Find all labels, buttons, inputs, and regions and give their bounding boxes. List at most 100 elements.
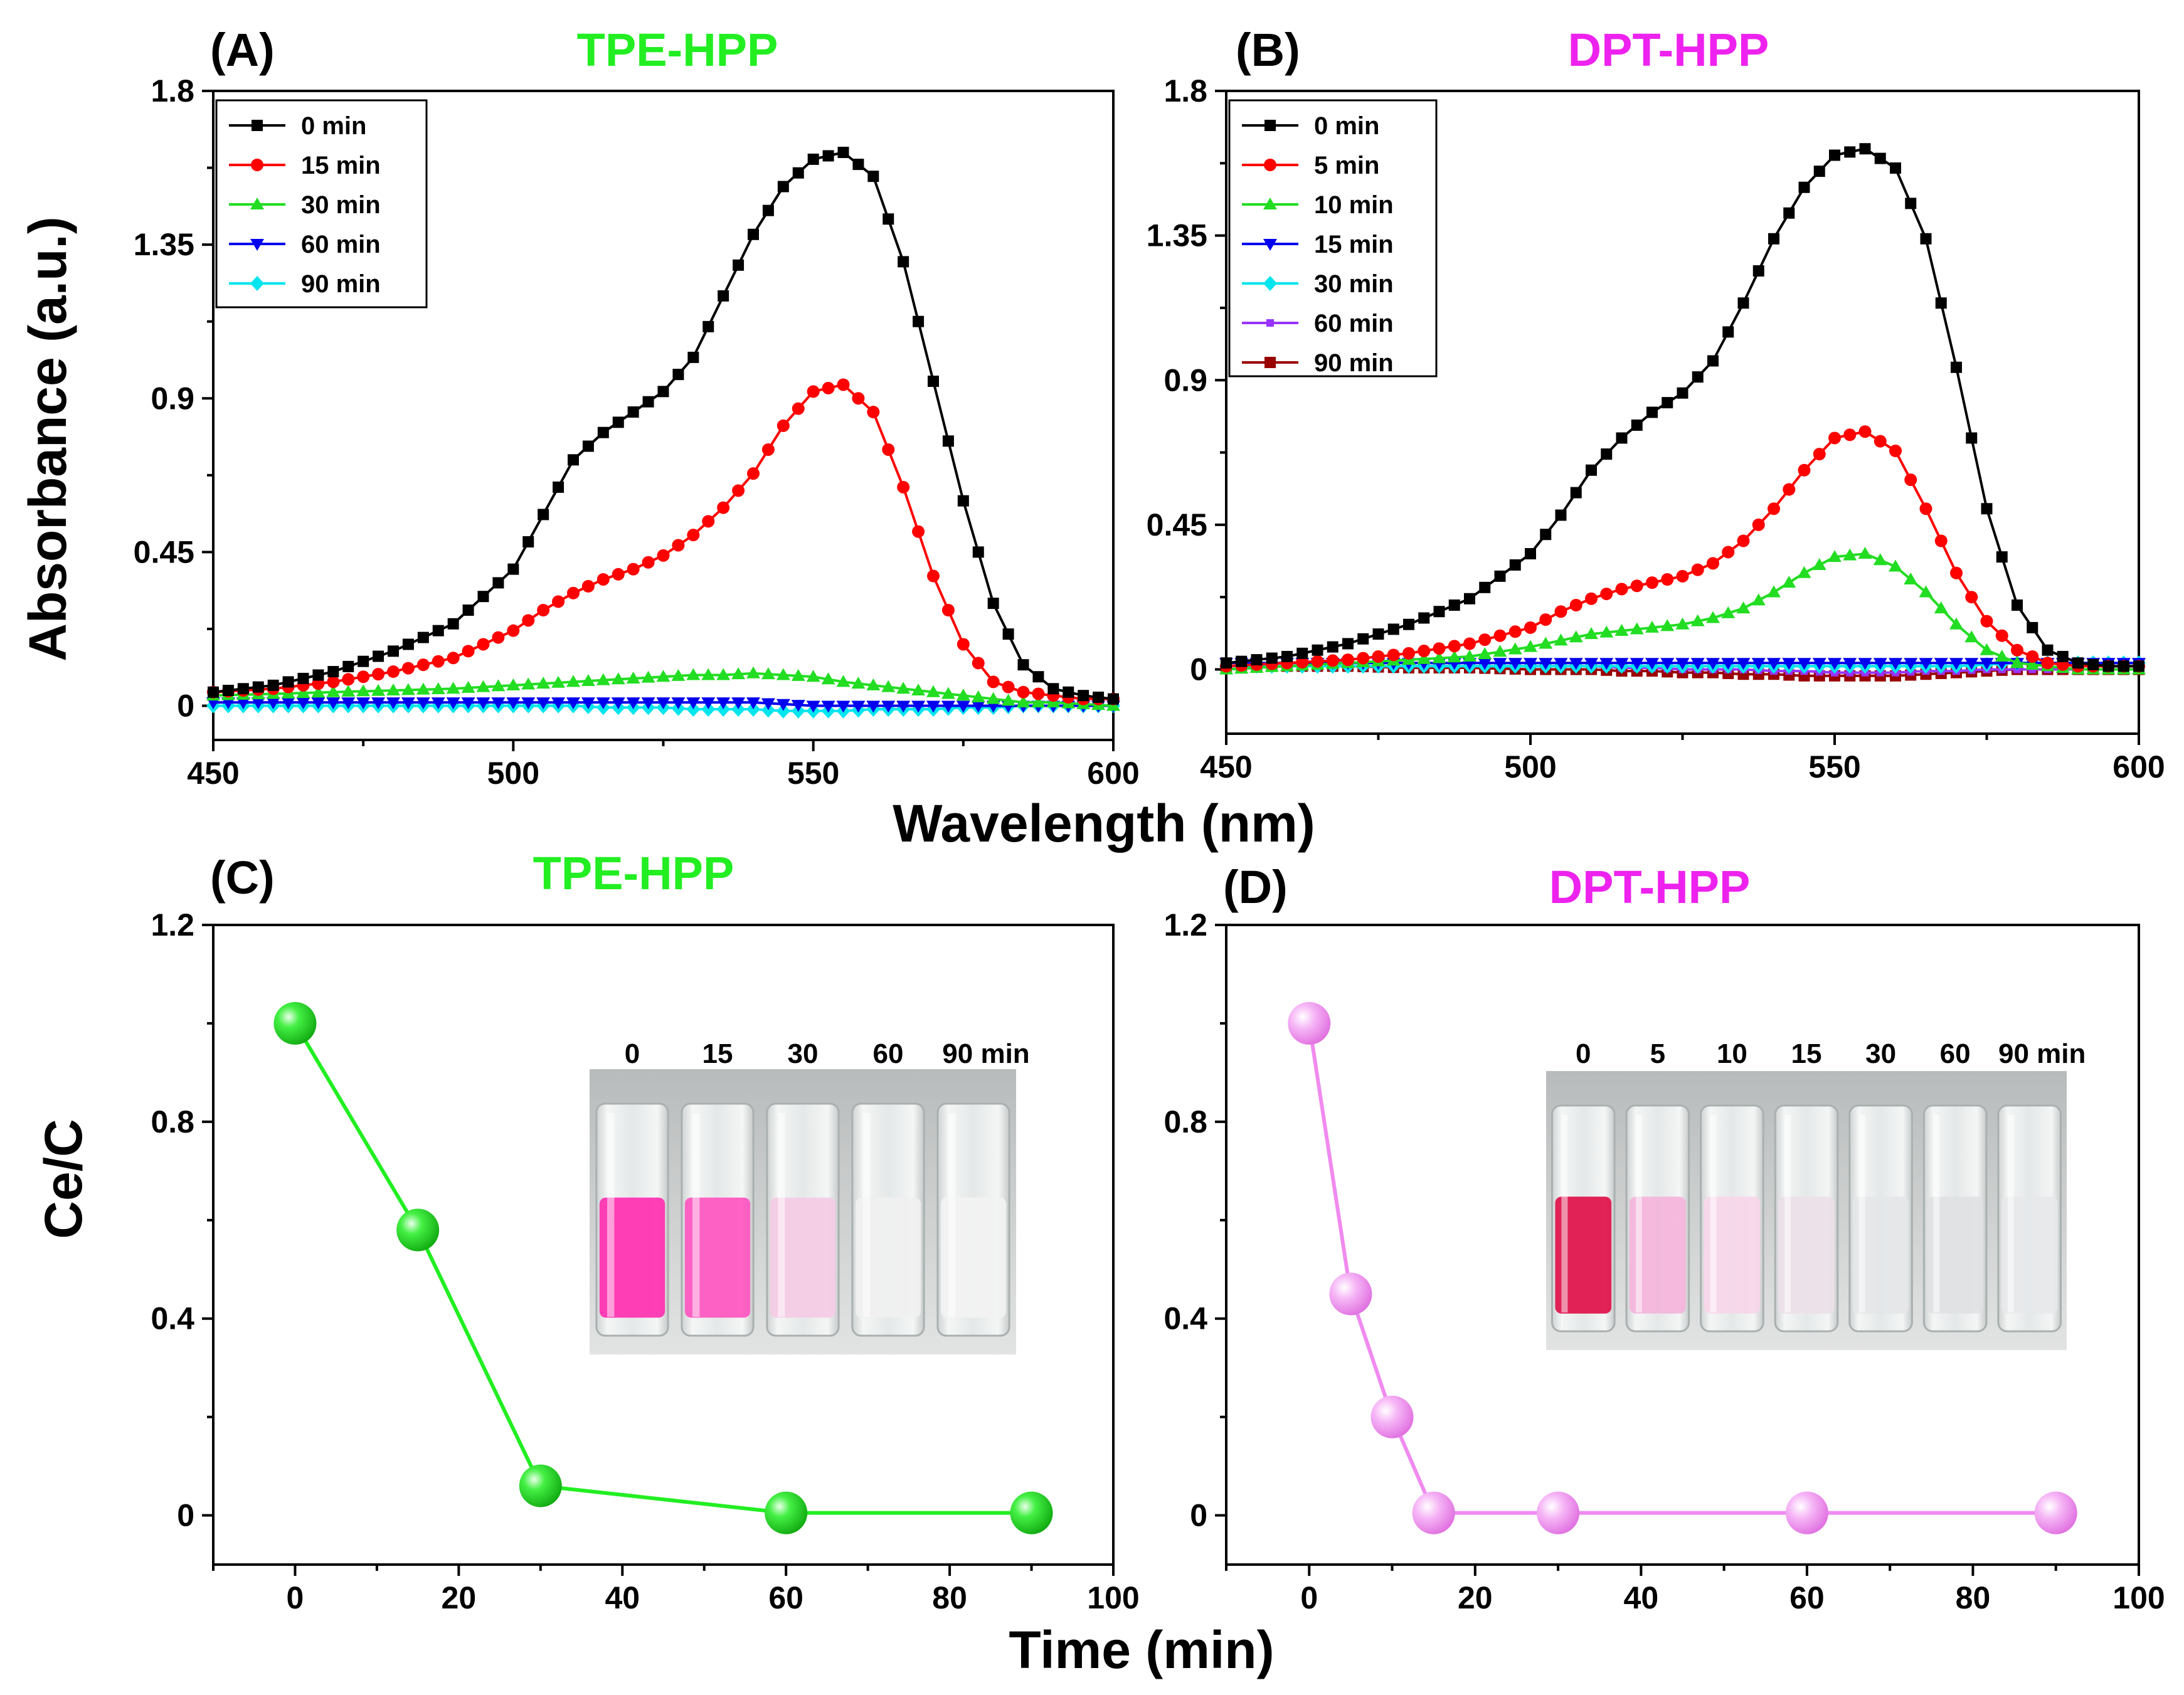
data-point — [1493, 658, 1507, 670]
data-point — [568, 454, 579, 466]
data-point — [987, 598, 999, 610]
data-point — [476, 680, 490, 692]
data-point — [1601, 448, 1613, 460]
data-point — [1645, 620, 1659, 633]
data-point — [1828, 431, 1841, 445]
data-point — [1266, 652, 1278, 664]
data-point — [1525, 548, 1536, 559]
x-tick-label: 500 — [1504, 749, 1556, 784]
data-point — [748, 228, 759, 240]
series-30-min — [206, 666, 1120, 711]
data-point — [1752, 265, 1764, 277]
data-point — [222, 685, 234, 697]
data-point — [342, 660, 354, 672]
vial-highlight — [1561, 1115, 1568, 1312]
legend: 0 min 5 min 10 min 15 min 30 min 60 min 90 min — [1228, 99, 1438, 378]
data-point — [1251, 654, 1263, 666]
data-point — [266, 697, 280, 710]
data-point — [401, 662, 415, 675]
data-point — [341, 697, 356, 710]
legend-entry: 15 min — [229, 152, 381, 179]
x-tick-label: 40 — [605, 1580, 640, 1615]
data-point — [1569, 599, 1582, 611]
y-tick-label: 1.35 — [134, 227, 194, 262]
data-point — [431, 682, 445, 694]
data-point — [1402, 647, 1415, 660]
data-point — [1767, 585, 1781, 598]
vial-liquid — [1704, 1196, 1761, 1314]
data-point — [1751, 593, 1766, 606]
data-point — [1569, 658, 1583, 670]
data-point — [388, 645, 399, 657]
legend-entry: 5 min — [1242, 152, 1379, 179]
data-point — [1721, 606, 1736, 618]
y-tick-label: 0 — [177, 1498, 194, 1533]
data-point — [327, 666, 339, 678]
data-point — [1433, 606, 1445, 618]
panel-tag-c: (C) — [210, 852, 275, 904]
data-point — [521, 677, 536, 690]
y-tick-label: 1.35 — [1147, 218, 1207, 253]
data-point — [476, 697, 490, 710]
data-point — [356, 684, 371, 697]
data-point — [1752, 518, 1765, 531]
legend-marker — [1263, 239, 1277, 251]
data-point — [1646, 576, 1658, 589]
data-point — [401, 697, 415, 710]
data-point — [1950, 566, 1963, 579]
data-point — [1493, 645, 1507, 657]
data-point — [1980, 643, 1994, 655]
data-point — [1859, 143, 1871, 155]
data-point — [1063, 686, 1074, 698]
legend-marker — [1263, 198, 1277, 209]
data-point — [1934, 601, 1948, 614]
data-point — [446, 697, 460, 710]
data-point — [1614, 658, 1629, 670]
data-point — [765, 1491, 808, 1534]
data-point — [641, 697, 655, 710]
vial-highlight — [1858, 1115, 1865, 1312]
data-point — [1412, 1491, 1455, 1534]
data-point — [807, 385, 820, 398]
data-point — [596, 697, 610, 710]
x-tick-label: 500 — [487, 756, 539, 791]
data-point — [1737, 534, 1750, 547]
data-point — [1357, 652, 1370, 665]
inset-label: 60 — [873, 1038, 904, 1069]
data-point — [866, 700, 881, 713]
data-point — [1447, 650, 1461, 663]
x-tick-label: 450 — [187, 756, 239, 791]
data-point — [1372, 628, 1384, 640]
x-tick-label: 80 — [932, 1580, 967, 1615]
data-point — [627, 406, 639, 418]
data-point — [1721, 658, 1736, 670]
data-point — [1919, 502, 1932, 515]
data-point — [761, 667, 775, 680]
legend-entry: 10 min — [1242, 191, 1394, 219]
legend-entry: 90 min — [229, 270, 381, 298]
data-point — [731, 667, 746, 680]
data-point — [1783, 207, 1795, 219]
panel-title-d: DPT-HPP — [1549, 861, 1751, 913]
vial — [595, 1102, 669, 1337]
data-point — [1980, 615, 1993, 628]
data-point — [1722, 546, 1735, 559]
data-point — [1329, 1272, 1372, 1316]
vial-highlight — [1710, 1115, 1717, 1312]
data-point — [1736, 658, 1751, 670]
data-point — [1843, 548, 1857, 561]
data-point — [852, 392, 865, 405]
data-point — [1783, 483, 1796, 496]
data-point — [1448, 640, 1461, 653]
data-point — [896, 682, 911, 694]
vial-liquid — [2001, 1196, 2058, 1314]
data-point — [1782, 576, 1796, 588]
data-point — [1813, 166, 1825, 177]
data-point — [1615, 583, 1628, 596]
data-point — [1387, 648, 1400, 662]
data-point — [1032, 687, 1045, 700]
data-point — [2087, 658, 2099, 670]
data-point — [1676, 569, 1689, 583]
data-point — [701, 668, 716, 680]
data-point — [1890, 162, 1901, 174]
